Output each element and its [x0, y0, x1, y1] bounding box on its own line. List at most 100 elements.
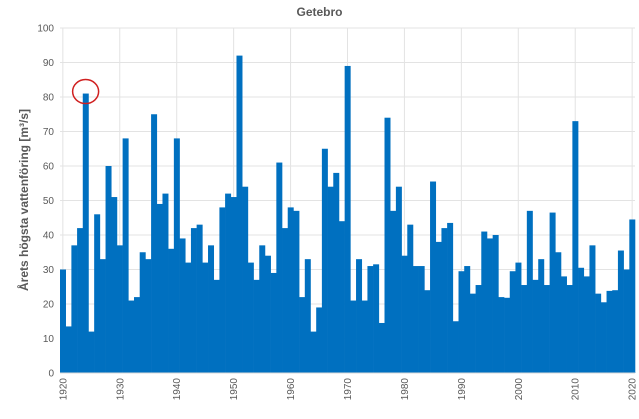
bar-1968	[333, 172, 340, 373]
bar-1948	[219, 207, 226, 373]
highlight-circle	[71, 78, 100, 105]
bar-1993	[475, 285, 482, 373]
bar-1970	[344, 65, 351, 373]
bar-1954	[253, 279, 260, 373]
bar-1956	[264, 255, 271, 373]
bar-1981	[407, 224, 414, 373]
bar-1932	[128, 300, 135, 373]
bar-1930	[116, 245, 123, 373]
bar-1947	[213, 279, 220, 373]
bar-1942	[185, 262, 192, 373]
bar-1990	[458, 271, 465, 373]
y-tick-label: 40	[43, 231, 55, 242]
bar-1920	[60, 269, 66, 373]
bar-1992	[469, 293, 476, 373]
x-tick-label: 1920	[58, 378, 69, 401]
bar-2004	[538, 259, 545, 373]
bar-2006	[549, 212, 556, 373]
bar-2003	[532, 279, 539, 373]
bar-1995	[486, 238, 493, 373]
x-tick-label: 1980	[400, 378, 411, 401]
y-tick-label: 10	[43, 334, 55, 345]
axes: 0 10 20 30 40 50 60 70 80 90 100 1920 1930 1940 1950 19…	[37, 24, 638, 401]
bar-1925	[88, 331, 95, 373]
bar-1924	[82, 93, 89, 374]
bar-1963	[304, 259, 311, 373]
x-tick-label: 1950	[229, 378, 240, 401]
bar-1958	[276, 162, 283, 373]
bar-1973	[361, 300, 368, 373]
x-tick-label: 1940	[172, 378, 183, 401]
bar-1994	[481, 231, 488, 373]
bar-1922	[71, 245, 78, 373]
bar-1971	[350, 300, 357, 373]
bar-1969	[338, 221, 345, 373]
y-tick-label: 0	[48, 369, 54, 380]
bar-1950	[230, 197, 237, 373]
bar-2001	[521, 285, 528, 373]
bar-1962	[299, 297, 306, 373]
bar-1977	[384, 117, 391, 373]
bar-1959	[282, 228, 289, 373]
x-tick-label: 1990	[457, 378, 468, 401]
bar-1941	[179, 238, 186, 373]
bar-2019	[623, 269, 630, 373]
bar-2007	[555, 252, 562, 373]
bar-1961	[293, 210, 300, 373]
bar-2017	[612, 290, 619, 373]
bar-1955	[259, 245, 266, 373]
bar-1998	[504, 297, 511, 373]
bar-1997	[498, 297, 505, 373]
x-tick-label: 2010	[571, 378, 582, 401]
bar-1943	[190, 228, 197, 373]
bar-1978	[390, 210, 397, 373]
bar-1944	[196, 224, 203, 373]
bar-1989	[452, 321, 459, 373]
bar-2000	[515, 262, 522, 373]
bar-1957	[270, 272, 277, 373]
bar-1926	[94, 214, 101, 373]
bar-1983	[418, 266, 425, 373]
bar-1949	[225, 193, 232, 373]
bar-1923	[77, 228, 84, 373]
bar-2016	[606, 290, 613, 373]
bar-1946	[208, 245, 215, 373]
bar-1999	[509, 271, 516, 373]
bar-2020	[629, 219, 636, 373]
bar-1982	[412, 266, 419, 373]
bar-1936	[151, 114, 158, 373]
bar-1975	[373, 264, 380, 373]
y-tick-label: 90	[43, 58, 55, 69]
bar-1939	[168, 248, 175, 373]
bar-1964	[310, 331, 317, 373]
bar-1951	[236, 55, 243, 373]
bar-2018	[617, 250, 624, 373]
x-tick-label: 1930	[115, 378, 126, 401]
bars	[60, 55, 636, 374]
bar-1937	[156, 203, 163, 373]
bar-1984	[424, 290, 431, 373]
x-tick-label: 1960	[286, 378, 297, 401]
bar-1966	[321, 148, 328, 373]
bar-1921	[65, 326, 72, 373]
bar-1953	[247, 262, 254, 373]
bar-1985	[430, 181, 437, 373]
y-tick-label: 70	[43, 127, 55, 138]
bar-2005	[543, 285, 550, 373]
bar-1931	[122, 138, 129, 373]
bar-1972	[356, 259, 363, 373]
bar-1952	[242, 186, 249, 373]
bar-2014	[595, 293, 602, 373]
bar-2008	[560, 276, 567, 373]
bar-1987	[441, 228, 448, 373]
bar-1940	[173, 138, 180, 373]
bar-1928	[105, 166, 112, 373]
x-tick-label: 2000	[514, 378, 525, 401]
bar-1988	[447, 222, 454, 373]
y-axis-label: Årets högsta vattenföring [m³/s]	[16, 109, 31, 291]
bar-1976	[378, 322, 385, 373]
bar-2012	[583, 276, 590, 373]
bar-2009	[566, 285, 573, 373]
